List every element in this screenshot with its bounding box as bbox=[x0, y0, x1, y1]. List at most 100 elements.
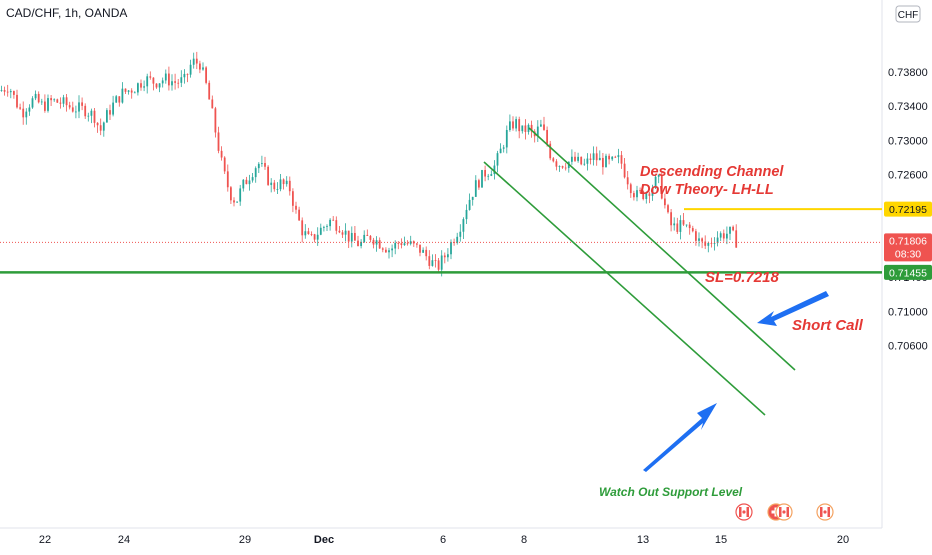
candle bbox=[40, 98, 43, 105]
candle bbox=[453, 238, 455, 246]
candle bbox=[192, 52, 195, 69]
candle bbox=[319, 223, 322, 236]
candle bbox=[158, 83, 161, 93]
candle bbox=[462, 217, 465, 240]
candle bbox=[598, 150, 601, 161]
candle bbox=[189, 59, 192, 78]
candle bbox=[236, 201, 238, 203]
candle bbox=[171, 74, 173, 91]
candle bbox=[490, 170, 493, 177]
candle bbox=[239, 184, 242, 206]
short-call-arrow bbox=[757, 291, 829, 326]
candle bbox=[329, 218, 331, 231]
candle bbox=[186, 73, 189, 83]
candle bbox=[152, 77, 155, 91]
candle bbox=[161, 77, 164, 88]
candle bbox=[28, 104, 31, 116]
canada-flag-icon[interactable] bbox=[775, 503, 793, 521]
candle bbox=[437, 258, 440, 273]
candle bbox=[595, 146, 598, 166]
candle bbox=[487, 173, 490, 181]
candle bbox=[273, 179, 276, 192]
candle bbox=[502, 144, 505, 153]
currency-label: CHF bbox=[898, 10, 919, 21]
candle bbox=[639, 187, 641, 194]
currency-badge[interactable]: CHF bbox=[895, 5, 921, 23]
y-tick-label: 0.70600 bbox=[888, 341, 928, 353]
candle bbox=[425, 246, 428, 261]
candle bbox=[223, 156, 226, 175]
channel-lower-line[interactable] bbox=[483, 161, 766, 416]
candle bbox=[558, 165, 561, 172]
candle bbox=[137, 82, 139, 96]
candle bbox=[68, 101, 71, 110]
candle bbox=[419, 244, 421, 257]
candle bbox=[555, 159, 558, 171]
candle bbox=[406, 240, 409, 246]
support-arrow bbox=[643, 403, 717, 472]
y-tick-label: 0.72600 bbox=[888, 170, 928, 182]
candle bbox=[285, 176, 288, 187]
candle bbox=[174, 73, 176, 90]
candle bbox=[87, 112, 90, 122]
candle bbox=[505, 125, 508, 154]
candle bbox=[679, 215, 682, 240]
candle bbox=[0, 85, 3, 92]
candle bbox=[673, 217, 676, 231]
candle bbox=[726, 226, 728, 245]
candle bbox=[651, 184, 654, 201]
candle bbox=[65, 93, 68, 112]
x-tick-label: 24 bbox=[118, 534, 130, 546]
canada-flag-icon[interactable] bbox=[735, 503, 753, 521]
candle bbox=[499, 143, 502, 154]
candle bbox=[552, 156, 555, 163]
candle bbox=[183, 69, 186, 84]
candle bbox=[146, 73, 149, 94]
candle bbox=[304, 224, 307, 239]
candle bbox=[341, 229, 344, 239]
candle bbox=[254, 166, 257, 183]
candle bbox=[267, 165, 269, 186]
candle bbox=[620, 151, 623, 169]
canada-flag-icon[interactable] bbox=[816, 503, 834, 521]
candle bbox=[443, 252, 446, 264]
candle bbox=[109, 104, 111, 120]
candle bbox=[481, 169, 483, 188]
candle bbox=[459, 224, 462, 242]
candle bbox=[574, 151, 576, 162]
candle bbox=[447, 248, 449, 262]
candle bbox=[465, 204, 468, 224]
candle bbox=[121, 82, 124, 104]
candle bbox=[366, 229, 369, 237]
candle bbox=[350, 226, 353, 248]
candle bbox=[257, 162, 260, 173]
candles-group bbox=[0, 51, 738, 277]
candle bbox=[37, 91, 40, 104]
candle bbox=[583, 158, 586, 166]
candle bbox=[93, 107, 96, 128]
candle bbox=[431, 254, 434, 267]
current-price-label: 0.71806 bbox=[889, 235, 927, 247]
current-price-tag: 0.71806 08:30 bbox=[884, 233, 932, 262]
candle bbox=[338, 226, 341, 234]
candle bbox=[118, 96, 121, 107]
candle bbox=[102, 121, 105, 137]
candle bbox=[261, 155, 263, 167]
channel-upper-line[interactable] bbox=[528, 127, 796, 371]
y-tick-label: 0.73400 bbox=[888, 101, 928, 113]
candle bbox=[509, 114, 511, 132]
countdown-label: 08:30 bbox=[895, 248, 921, 260]
chart-title: CAD/CHF, 1h, OANDA bbox=[6, 6, 127, 20]
candle bbox=[515, 116, 517, 132]
candle bbox=[608, 153, 610, 165]
candle bbox=[397, 241, 400, 250]
candle bbox=[323, 225, 325, 232]
candle bbox=[602, 153, 604, 175]
candle bbox=[81, 97, 83, 111]
candle bbox=[685, 224, 688, 228]
time-axis[interactable]: 22 24 29 Dec 6 8 13 15 20 bbox=[39, 534, 849, 546]
candle bbox=[96, 122, 99, 133]
candle bbox=[195, 51, 198, 70]
